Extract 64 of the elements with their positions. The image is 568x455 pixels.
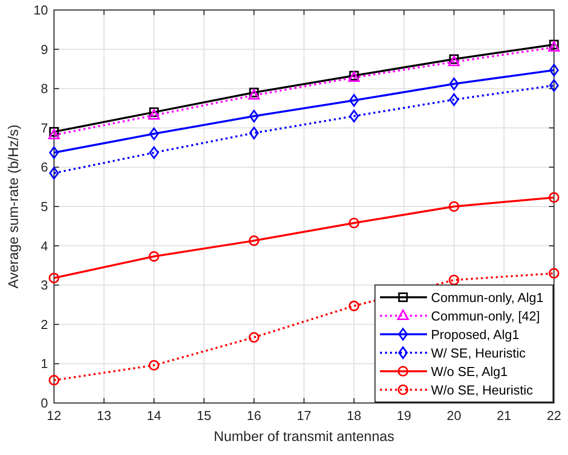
x-axis-title: Number of transmit antennas xyxy=(214,428,394,444)
point xyxy=(449,54,459,64)
y-tick-label: 3 xyxy=(40,278,48,293)
y-tick-label: 9 xyxy=(40,42,48,57)
y-tick-label: 7 xyxy=(40,120,48,136)
point xyxy=(149,107,159,117)
legend-label: Proposed, Alg1 xyxy=(431,326,520,342)
legend-label: Commun-only, [42] xyxy=(431,308,540,324)
point xyxy=(448,201,460,212)
point xyxy=(349,110,359,122)
point xyxy=(548,268,560,279)
x-tick-label: 13 xyxy=(96,408,112,423)
point xyxy=(348,300,360,312)
legend-label: W/o SE, Heuristic xyxy=(431,382,534,398)
point xyxy=(449,93,459,106)
point xyxy=(248,332,260,343)
legend-label: Commun-only, Alg1 xyxy=(431,290,544,305)
x-tick-label: 17 xyxy=(296,408,312,423)
y-tick-label: 6 xyxy=(40,160,48,175)
x-tick-label: 20 xyxy=(446,408,462,423)
point xyxy=(148,251,160,262)
point xyxy=(149,146,159,159)
y-tick-label: 1 xyxy=(40,356,48,372)
y-tick-label: 5 xyxy=(40,199,48,214)
y-tick-label: 0 xyxy=(40,396,48,410)
point xyxy=(448,56,460,66)
point xyxy=(249,126,259,140)
point xyxy=(549,64,559,76)
point xyxy=(49,146,59,159)
x-tick-label: 16 xyxy=(246,408,262,423)
x-tick-label: 22 xyxy=(546,408,562,423)
point xyxy=(149,127,159,140)
point xyxy=(548,41,560,52)
point xyxy=(249,110,259,122)
point xyxy=(48,272,60,284)
legend-label: W/ SE, Heuristic xyxy=(431,345,526,360)
point xyxy=(549,79,559,92)
point xyxy=(348,218,360,228)
point xyxy=(148,360,160,371)
point xyxy=(349,94,359,107)
x-tick-label: 15 xyxy=(196,408,212,423)
point xyxy=(49,166,59,180)
point xyxy=(548,192,560,203)
point xyxy=(48,374,60,386)
point xyxy=(248,235,260,246)
x-tick-label: 14 xyxy=(146,408,162,423)
x-tick-label: 12 xyxy=(46,408,62,423)
x-tick-label: 19 xyxy=(396,408,412,423)
y-tick-label: 10 xyxy=(34,2,48,18)
point xyxy=(48,128,60,140)
point xyxy=(248,88,260,100)
y-axis-title: Average sum-rate (b/Hz/s) xyxy=(5,124,21,288)
point xyxy=(148,109,160,120)
point xyxy=(549,40,559,50)
point xyxy=(249,88,259,98)
point xyxy=(449,78,459,90)
x-tick-label: 21 xyxy=(496,408,512,423)
y-tick-label: 8 xyxy=(40,81,48,96)
legend-label: W/o SE, Alg1 xyxy=(431,364,508,379)
x-tick-label: 18 xyxy=(346,408,362,423)
point xyxy=(49,127,59,137)
y-tick-label: 4 xyxy=(40,238,48,254)
y-tick-label: 2 xyxy=(40,316,48,332)
point xyxy=(448,274,460,286)
